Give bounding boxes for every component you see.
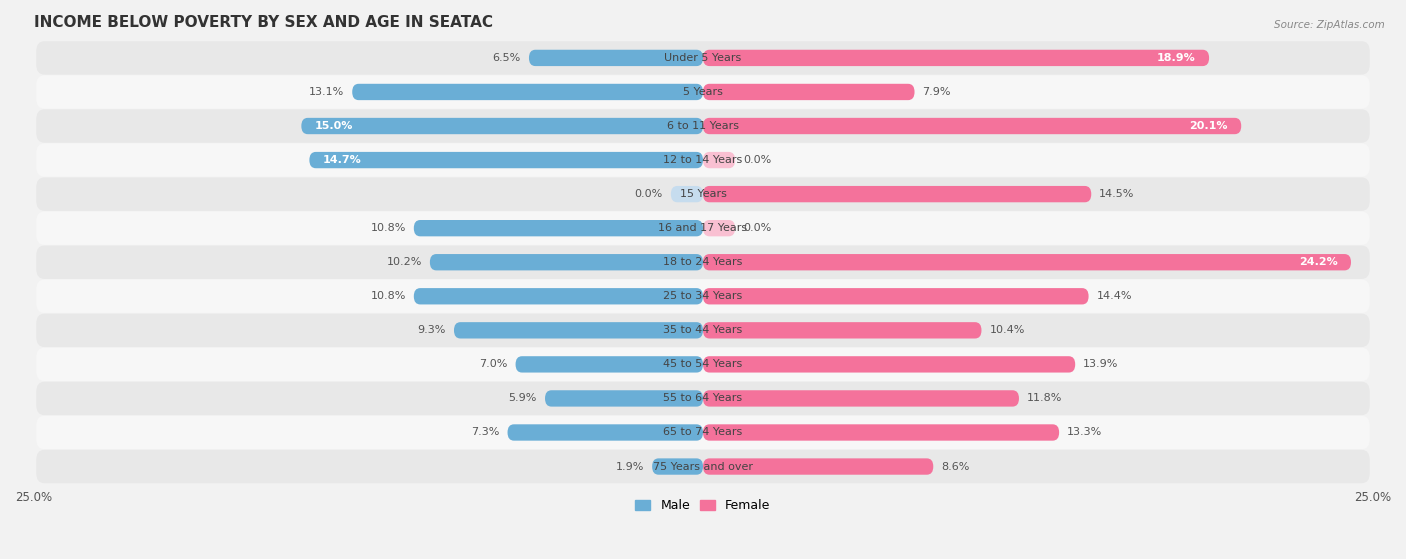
Text: 65 to 74 Years: 65 to 74 Years bbox=[664, 428, 742, 438]
FancyBboxPatch shape bbox=[703, 152, 735, 168]
Text: 14.5%: 14.5% bbox=[1099, 189, 1135, 199]
FancyBboxPatch shape bbox=[454, 322, 703, 339]
Text: 5.9%: 5.9% bbox=[509, 394, 537, 404]
FancyBboxPatch shape bbox=[703, 288, 1088, 305]
Text: 75 Years and over: 75 Years and over bbox=[652, 462, 754, 472]
Text: 14.4%: 14.4% bbox=[1097, 291, 1132, 301]
Text: Under 5 Years: Under 5 Years bbox=[665, 53, 741, 63]
FancyBboxPatch shape bbox=[37, 41, 1369, 74]
FancyBboxPatch shape bbox=[430, 254, 703, 271]
Text: 16 and 17 Years: 16 and 17 Years bbox=[658, 223, 748, 233]
FancyBboxPatch shape bbox=[508, 424, 703, 440]
Text: 35 to 44 Years: 35 to 44 Years bbox=[664, 325, 742, 335]
Text: 12 to 14 Years: 12 to 14 Years bbox=[664, 155, 742, 165]
Text: 8.6%: 8.6% bbox=[942, 462, 970, 472]
FancyBboxPatch shape bbox=[37, 177, 1369, 211]
Text: 0.0%: 0.0% bbox=[744, 223, 772, 233]
Text: 5 Years: 5 Years bbox=[683, 87, 723, 97]
Legend: Male, Female: Male, Female bbox=[630, 494, 776, 517]
Text: 6 to 11 Years: 6 to 11 Years bbox=[666, 121, 740, 131]
FancyBboxPatch shape bbox=[309, 152, 703, 168]
FancyBboxPatch shape bbox=[413, 288, 703, 305]
Text: INCOME BELOW POVERTY BY SEX AND AGE IN SEATAC: INCOME BELOW POVERTY BY SEX AND AGE IN S… bbox=[34, 15, 492, 30]
FancyBboxPatch shape bbox=[37, 314, 1369, 347]
FancyBboxPatch shape bbox=[37, 382, 1369, 415]
Text: 13.1%: 13.1% bbox=[309, 87, 344, 97]
Text: 10.4%: 10.4% bbox=[990, 325, 1025, 335]
Text: 6.5%: 6.5% bbox=[492, 53, 520, 63]
FancyBboxPatch shape bbox=[37, 245, 1369, 279]
Text: 10.8%: 10.8% bbox=[370, 223, 406, 233]
FancyBboxPatch shape bbox=[37, 450, 1369, 483]
FancyBboxPatch shape bbox=[703, 186, 1091, 202]
FancyBboxPatch shape bbox=[703, 50, 1209, 66]
FancyBboxPatch shape bbox=[37, 348, 1369, 381]
FancyBboxPatch shape bbox=[671, 186, 703, 202]
FancyBboxPatch shape bbox=[652, 458, 703, 475]
Text: 10.2%: 10.2% bbox=[387, 257, 422, 267]
FancyBboxPatch shape bbox=[516, 356, 703, 372]
FancyBboxPatch shape bbox=[529, 50, 703, 66]
FancyBboxPatch shape bbox=[703, 322, 981, 339]
Text: Source: ZipAtlas.com: Source: ZipAtlas.com bbox=[1274, 20, 1385, 30]
Text: 7.0%: 7.0% bbox=[479, 359, 508, 369]
Text: 25 to 34 Years: 25 to 34 Years bbox=[664, 291, 742, 301]
FancyBboxPatch shape bbox=[37, 416, 1369, 449]
Text: 18.9%: 18.9% bbox=[1157, 53, 1195, 63]
Text: 1.9%: 1.9% bbox=[616, 462, 644, 472]
Text: 0.0%: 0.0% bbox=[634, 189, 662, 199]
Text: 13.9%: 13.9% bbox=[1083, 359, 1119, 369]
FancyBboxPatch shape bbox=[703, 390, 1019, 406]
FancyBboxPatch shape bbox=[703, 84, 914, 100]
Text: 55 to 64 Years: 55 to 64 Years bbox=[664, 394, 742, 404]
FancyBboxPatch shape bbox=[353, 84, 703, 100]
FancyBboxPatch shape bbox=[37, 110, 1369, 143]
FancyBboxPatch shape bbox=[37, 280, 1369, 313]
FancyBboxPatch shape bbox=[703, 254, 1351, 271]
Text: 24.2%: 24.2% bbox=[1299, 257, 1337, 267]
FancyBboxPatch shape bbox=[37, 75, 1369, 108]
Text: 15 Years: 15 Years bbox=[679, 189, 727, 199]
FancyBboxPatch shape bbox=[546, 390, 703, 406]
Text: 11.8%: 11.8% bbox=[1026, 394, 1063, 404]
Text: 9.3%: 9.3% bbox=[418, 325, 446, 335]
FancyBboxPatch shape bbox=[703, 220, 735, 236]
FancyBboxPatch shape bbox=[37, 211, 1369, 245]
Text: 10.8%: 10.8% bbox=[370, 291, 406, 301]
FancyBboxPatch shape bbox=[301, 118, 703, 134]
Text: 0.0%: 0.0% bbox=[744, 155, 772, 165]
Text: 14.7%: 14.7% bbox=[323, 155, 361, 165]
Text: 7.3%: 7.3% bbox=[471, 428, 499, 438]
FancyBboxPatch shape bbox=[703, 424, 1059, 440]
FancyBboxPatch shape bbox=[703, 118, 1241, 134]
FancyBboxPatch shape bbox=[37, 144, 1369, 177]
Text: 45 to 54 Years: 45 to 54 Years bbox=[664, 359, 742, 369]
FancyBboxPatch shape bbox=[703, 458, 934, 475]
Text: 15.0%: 15.0% bbox=[315, 121, 353, 131]
Text: 18 to 24 Years: 18 to 24 Years bbox=[664, 257, 742, 267]
FancyBboxPatch shape bbox=[703, 356, 1076, 372]
Text: 13.3%: 13.3% bbox=[1067, 428, 1102, 438]
FancyBboxPatch shape bbox=[413, 220, 703, 236]
Text: 20.1%: 20.1% bbox=[1189, 121, 1227, 131]
Text: 7.9%: 7.9% bbox=[922, 87, 950, 97]
